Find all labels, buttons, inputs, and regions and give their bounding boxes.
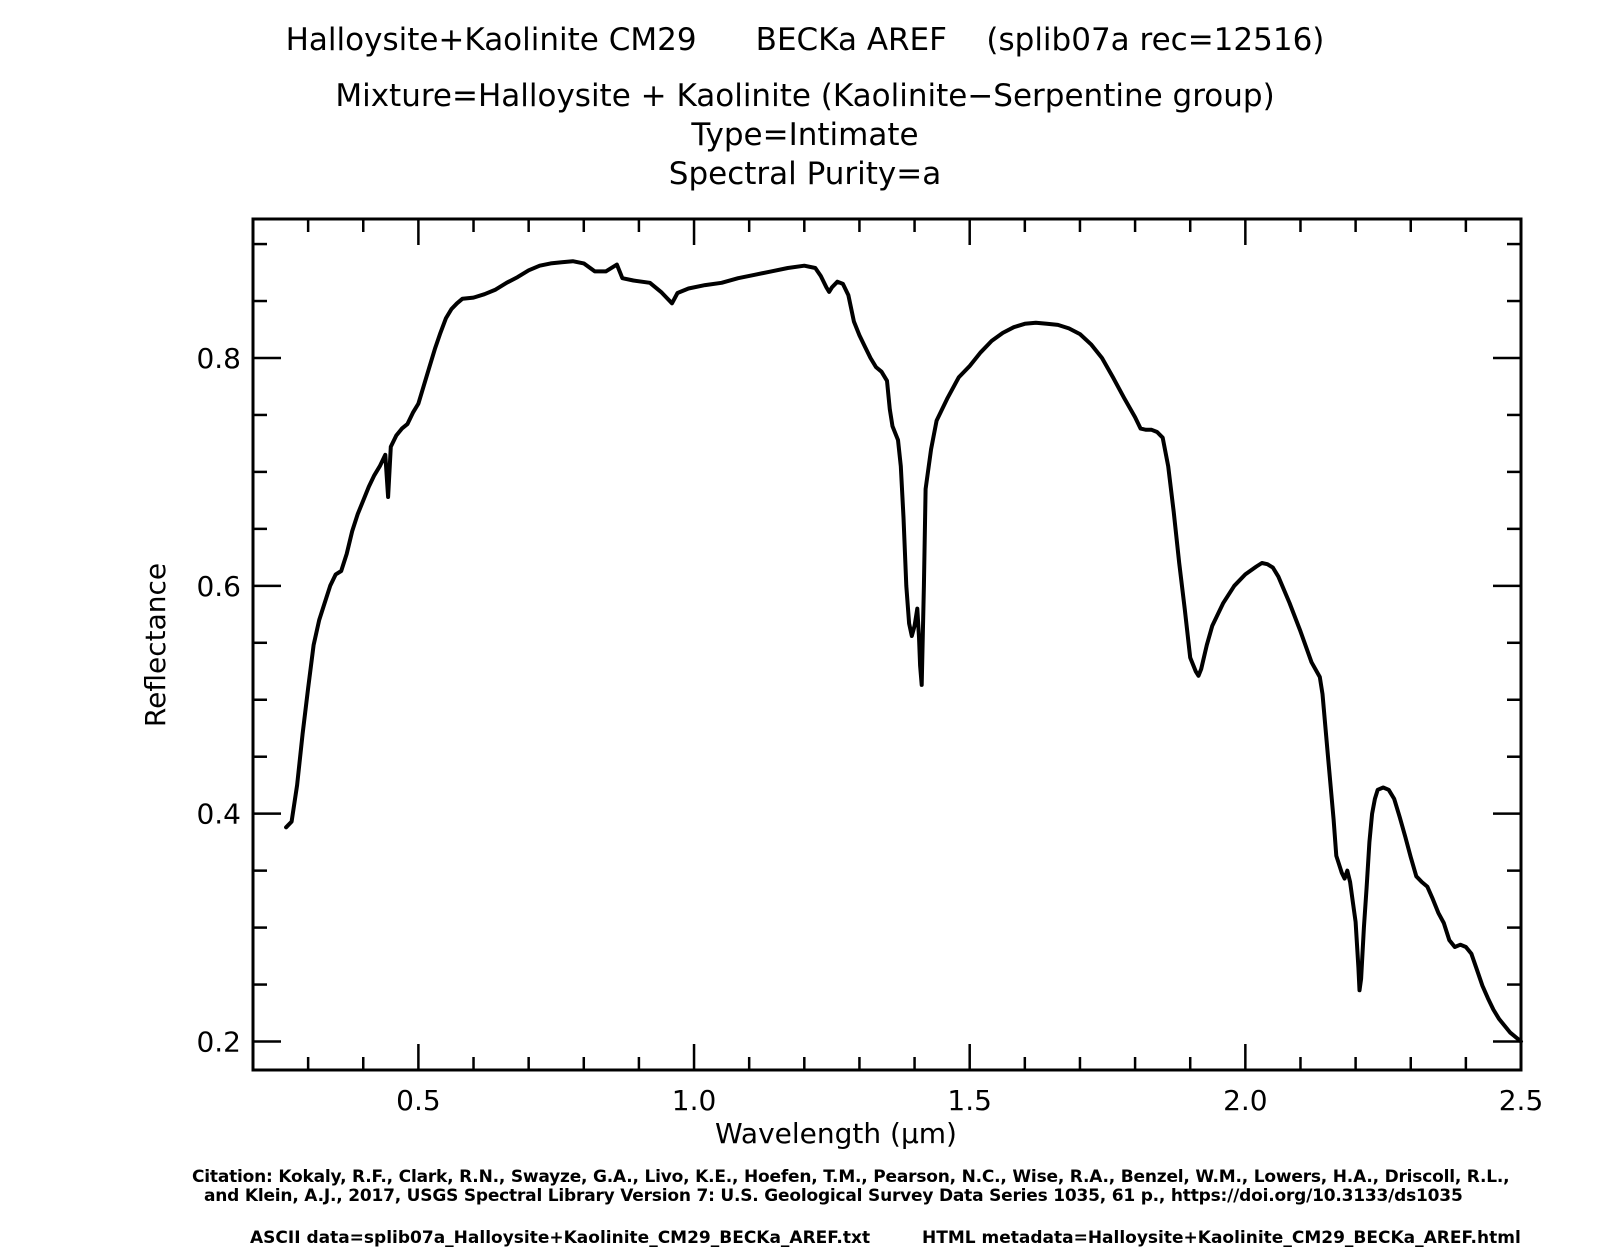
chart-title-line-4: Spectral Purity=a	[668, 156, 942, 192]
y-tick-label: 0.6	[196, 570, 241, 603]
chart-title-line-3: Type=Intimate	[691, 117, 919, 153]
citation-line-2: and Klein, A.J., 2017, USGS Spectral Lib…	[204, 1186, 1463, 1206]
y-tick-label: 0.8	[196, 342, 241, 375]
html-metadata-filename: HTML metadata=Halloysite+Kaolinite_CM29_…	[922, 1228, 1521, 1248]
chart-title-line-1: Halloysite+Kaolinite CM29 BECKa AREF (sp…	[285, 22, 1325, 58]
ascii-data-filename: ASCII data=splib07a_Halloysite+Kaolinite…	[250, 1228, 871, 1248]
x-tick-label: 1.0	[672, 1084, 717, 1117]
y-tick-label: 0.4	[196, 798, 241, 831]
x-tick-label: 2.5	[1499, 1084, 1544, 1117]
x-tick-label: 1.5	[947, 1084, 992, 1117]
axis-tick-labels: 0.5 1.0 1.5 2.0 2.5 0.2 0.4 0.6 0.8	[196, 342, 1543, 1117]
x-tick-label: 2.0	[1223, 1084, 1268, 1117]
y-axis-title: Reflectance	[139, 563, 172, 727]
spectrum-line	[284, 259, 1523, 1044]
chart-title-line-2: Mixture=Halloysite + Kaolinite (Kaolinit…	[335, 78, 1275, 114]
y-tick-label: 0.2	[196, 1026, 241, 1059]
plot-frame	[251, 217, 1523, 1072]
axis-ticks	[253, 219, 1523, 1070]
x-axis-title: Wavelength (μm)	[715, 1117, 957, 1150]
x-tick-label: 0.5	[396, 1084, 441, 1117]
citation-line-1: Citation: Kokaly, R.F., Clark, R.N., Swa…	[192, 1167, 1510, 1187]
